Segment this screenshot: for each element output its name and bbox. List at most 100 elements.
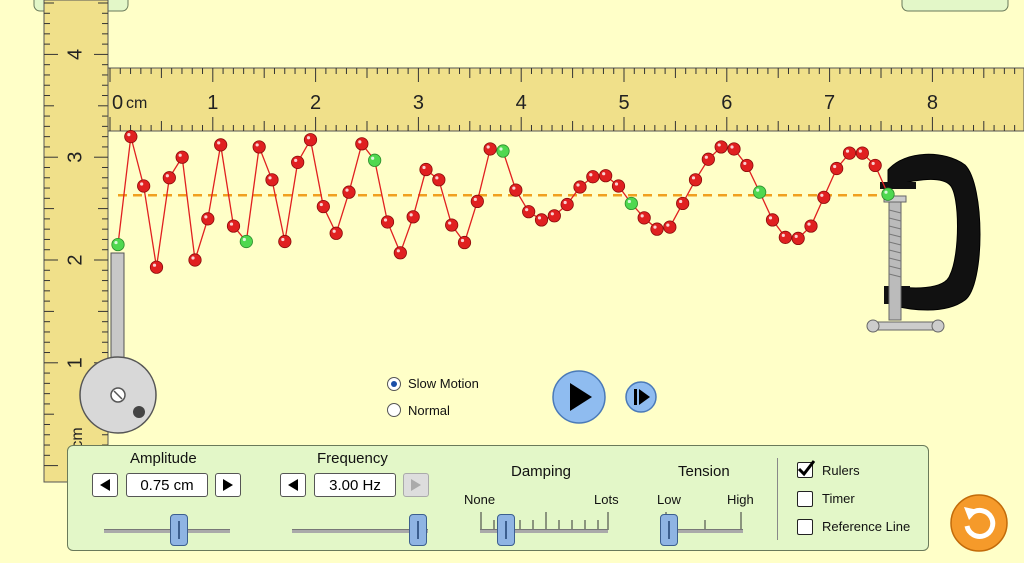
tension-slider-track[interactable]	[665, 529, 743, 533]
frequency-decrease-button[interactable]	[280, 473, 306, 497]
bead[interactable]	[355, 137, 369, 151]
bead[interactable]	[817, 190, 831, 204]
slow-motion-radio[interactable]	[387, 377, 401, 391]
play-button[interactable]	[552, 370, 606, 424]
tension-slider-thumb[interactable]	[660, 514, 678, 546]
bead[interactable]	[714, 140, 728, 154]
bead[interactable]	[663, 220, 677, 234]
bead-highlight	[422, 165, 426, 170]
bead[interactable]	[586, 170, 600, 184]
bead-highlight	[358, 140, 362, 144]
bead-highlight	[602, 172, 606, 176]
bead[interactable]	[791, 231, 805, 246]
bead[interactable]	[599, 169, 613, 183]
bead[interactable]	[547, 209, 561, 223]
bead[interactable]	[406, 210, 420, 224]
marked-bead[interactable]	[753, 185, 767, 199]
damping-slider-thumb[interactable]	[497, 514, 515, 546]
top-right-partial-button[interactable]	[901, 0, 1009, 12]
vertical-tick-label: 1	[64, 357, 86, 368]
frequency-increase-button[interactable]	[403, 473, 429, 497]
bead[interactable]	[316, 199, 330, 214]
marked-bead[interactable]	[881, 187, 895, 201]
bead[interactable]	[611, 179, 626, 193]
bead[interactable]	[509, 183, 523, 197]
frequency-slider-thumb[interactable]	[409, 514, 427, 546]
bead[interactable]	[637, 211, 651, 225]
bead[interactable]	[137, 179, 151, 193]
bead-highlight	[152, 263, 157, 267]
bead[interactable]	[188, 253, 202, 267]
bead[interactable]	[573, 180, 587, 194]
tension-min-label: Low	[657, 492, 681, 507]
bead[interactable]	[149, 260, 164, 274]
amplitude-increase-button[interactable]	[215, 473, 241, 497]
marked-bead[interactable]	[496, 144, 510, 158]
bead-highlight	[396, 249, 400, 253]
bead[interactable]	[380, 215, 395, 229]
bead[interactable]	[445, 218, 459, 232]
bead[interactable]	[727, 142, 741, 156]
bead[interactable]	[329, 226, 343, 240]
normal-radio[interactable]	[387, 403, 401, 417]
bead-highlight	[614, 182, 619, 186]
damping-slider-track[interactable]	[480, 529, 608, 533]
bead[interactable]	[765, 213, 780, 227]
bead[interactable]	[868, 158, 882, 173]
bead[interactable]	[688, 173, 703, 187]
bead[interactable]	[534, 213, 549, 227]
wave-beads	[111, 130, 895, 274]
bead[interactable]	[291, 155, 305, 169]
bead-highlight	[294, 158, 298, 162]
bead[interactable]	[457, 235, 472, 250]
bead[interactable]	[432, 173, 446, 187]
timer-checkbox[interactable]	[797, 491, 813, 507]
bead[interactable]	[522, 205, 536, 219]
amplitude-decrease-button[interactable]	[92, 473, 118, 497]
reference-line-checkbox[interactable]	[797, 519, 813, 535]
bead[interactable]	[252, 140, 266, 154]
bead[interactable]	[342, 185, 356, 199]
bead[interactable]	[175, 150, 189, 164]
amplitude-slider-track[interactable]	[104, 529, 230, 533]
bead[interactable]	[124, 130, 138, 144]
bead[interactable]	[650, 222, 664, 236]
horizontal-ruler[interactable]: 0 1 2 3 4 5 6 7 8 cm	[107, 67, 1024, 132]
bead[interactable]	[842, 146, 857, 160]
bead[interactable]	[560, 197, 574, 212]
bead-highlight	[127, 133, 131, 137]
marked-bead[interactable]	[624, 196, 638, 211]
bead[interactable]	[201, 212, 215, 226]
bead[interactable]	[393, 246, 407, 260]
bead[interactable]	[265, 173, 279, 187]
bead[interactable]	[419, 162, 433, 177]
marked-bead[interactable]	[239, 234, 253, 249]
bead[interactable]	[483, 142, 497, 156]
bead[interactable]	[778, 230, 792, 244]
bead[interactable]	[278, 234, 292, 249]
bead[interactable]	[162, 171, 176, 185]
bead[interactable]	[470, 194, 484, 209]
bead[interactable]	[226, 219, 241, 233]
bead[interactable]	[740, 158, 754, 173]
bead-highlight	[255, 143, 259, 147]
bead[interactable]	[303, 133, 318, 147]
bead[interactable]	[830, 161, 844, 176]
frequency-value[interactable]: 3.00 Hz	[314, 473, 396, 497]
reset-button[interactable]	[950, 494, 1008, 552]
amplitude-value[interactable]: 0.75 cm	[126, 473, 208, 497]
bead-highlight	[204, 215, 208, 219]
step-button[interactable]	[625, 381, 657, 413]
bead[interactable]	[676, 196, 690, 211]
marked-bead[interactable]	[111, 237, 125, 252]
bead[interactable]	[701, 152, 715, 166]
rulers-checkbox[interactable]	[797, 460, 815, 478]
marked-bead[interactable]	[368, 153, 382, 167]
bead[interactable]	[855, 146, 869, 160]
frequency-slider-track[interactable]	[292, 529, 428, 533]
bead-highlight	[653, 225, 657, 229]
amplitude-slider-thumb[interactable]	[170, 514, 188, 546]
bead[interactable]	[214, 138, 228, 152]
bead[interactable]	[804, 219, 818, 233]
